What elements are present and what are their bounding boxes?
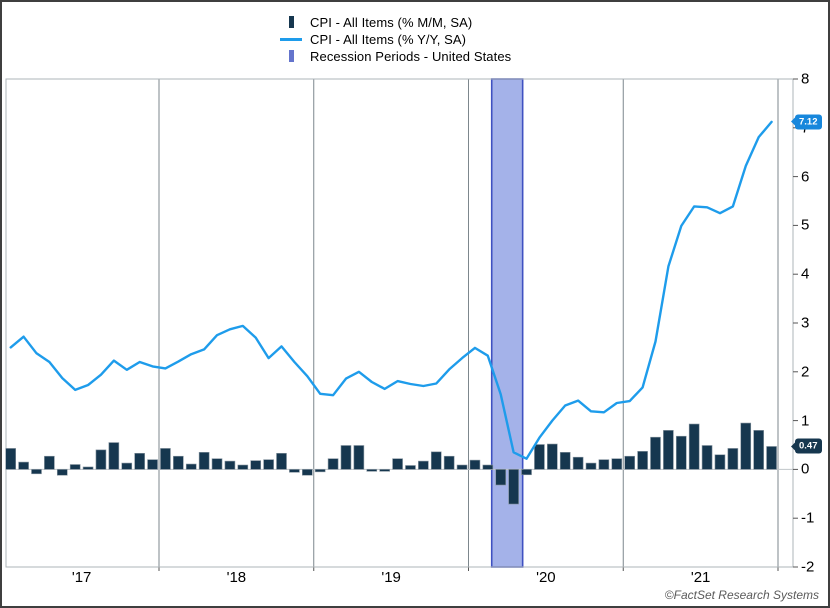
- mm-bar: [18, 461, 29, 470]
- x-tick-label: '20: [536, 569, 556, 586]
- legend-label-recession: Recession Periods - United States: [310, 48, 512, 64]
- mm-bar: [443, 455, 455, 470]
- mm-bar: [753, 430, 764, 470]
- mm-bar: [637, 451, 648, 470]
- mm-bar: [572, 456, 584, 470]
- mm-bar: [598, 459, 610, 470]
- mm-bar: [289, 469, 300, 473]
- mm-bar: [624, 455, 635, 470]
- mm-bar: [327, 458, 339, 470]
- mm-bar: [134, 452, 145, 470]
- mm-bar: [121, 462, 133, 470]
- mm-bar: [237, 464, 249, 470]
- mm-bar: [740, 422, 752, 470]
- mm-bar: [160, 448, 171, 470]
- legend-item-yy: CPI - All Items (% Y/Y, SA): [279, 31, 511, 47]
- mm-bar: [31, 469, 42, 475]
- mm-bar: [314, 469, 326, 473]
- mm-bar: [5, 448, 16, 470]
- mm-bar: [727, 448, 739, 470]
- recession-swatch-icon: [279, 50, 303, 62]
- bar-series-swatch-icon: [279, 16, 303, 28]
- y-tick-label: 0: [801, 460, 810, 478]
- legend-item-mm: CPI - All Items (% M/M, SA): [279, 14, 511, 30]
- mm-bar: [714, 454, 726, 470]
- mm-bar: [392, 458, 403, 470]
- mm-bar: [95, 449, 107, 470]
- mm-bar: [559, 452, 571, 470]
- mm-bar: [147, 459, 158, 470]
- mm-bar: [701, 445, 713, 470]
- x-tick-label: '19: [381, 569, 401, 586]
- mm-bar: [585, 462, 597, 470]
- mm-bar: [263, 459, 274, 470]
- mm-bar: [276, 452, 287, 470]
- last-value-badge-yy: 7.12: [795, 114, 822, 130]
- x-tick-label: '17: [71, 569, 92, 586]
- mm-bar: [418, 460, 429, 470]
- mm-bar: [508, 469, 519, 505]
- y-tick-label: 1: [801, 412, 810, 430]
- mm-bar: [69, 464, 81, 470]
- mm-bar: [482, 464, 494, 470]
- mm-bar: [675, 435, 687, 470]
- mm-bar: [469, 459, 481, 470]
- mm-bar: [366, 469, 378, 472]
- y-tick-label: 3: [801, 314, 810, 332]
- mm-bar: [173, 455, 184, 470]
- y-tick-label: 5: [801, 216, 810, 234]
- mm-bar: [56, 469, 68, 476]
- mm-bar: [456, 464, 468, 470]
- mm-bar: [302, 469, 313, 476]
- mm-bar: [688, 423, 700, 470]
- mm-bar: [198, 452, 210, 470]
- line-series-swatch-icon: [279, 37, 303, 41]
- mm-bar: [495, 469, 507, 486]
- legend-item-recession: Recession Periods - United States: [279, 48, 512, 64]
- mm-bar: [521, 469, 532, 476]
- y-tick-label: -2: [801, 558, 815, 576]
- y-tick-label: 2: [801, 363, 810, 381]
- mm-bar: [108, 442, 120, 470]
- y-tick-label: 8: [801, 70, 810, 88]
- legend-label-mm: CPI - All Items (% M/M, SA): [310, 14, 473, 30]
- mm-bar: [44, 455, 55, 470]
- mm-bar: [430, 451, 442, 470]
- mm-bar: [185, 463, 197, 470]
- plot-border: [5, 78, 794, 568]
- yy-line: [9, 120, 773, 460]
- y-tick-label: -1: [801, 509, 815, 527]
- y-tick-label: 6: [801, 168, 810, 186]
- x-tick-label: '18: [226, 569, 247, 586]
- mm-bar: [405, 465, 416, 470]
- mm-bar: [224, 460, 236, 470]
- recession-band: [490, 78, 524, 568]
- y-tick-label: 4: [801, 265, 810, 283]
- mm-bar: [211, 458, 223, 470]
- mm-bar: [353, 445, 365, 470]
- x-tick-label: '21: [690, 569, 711, 586]
- mm-bar: [379, 469, 390, 472]
- mm-bar: [650, 436, 661, 470]
- legend-label-yy: CPI - All Items (% Y/Y, SA): [310, 31, 467, 47]
- factset-copyright: ©FactSet Research Systems: [664, 588, 819, 602]
- last-value-badge-mm: 0.47: [795, 438, 822, 454]
- mm-bar: [340, 445, 352, 470]
- mm-bar: [611, 458, 623, 470]
- mm-bar: [766, 446, 777, 470]
- mm-bar: [534, 444, 545, 470]
- legend: CPI - All Items (% M/M, SA) CPI - All It…: [279, 14, 512, 64]
- mm-bar: [82, 466, 94, 470]
- mm-bar: [250, 460, 262, 470]
- mm-bar: [663, 430, 674, 470]
- mm-bar: [547, 443, 558, 470]
